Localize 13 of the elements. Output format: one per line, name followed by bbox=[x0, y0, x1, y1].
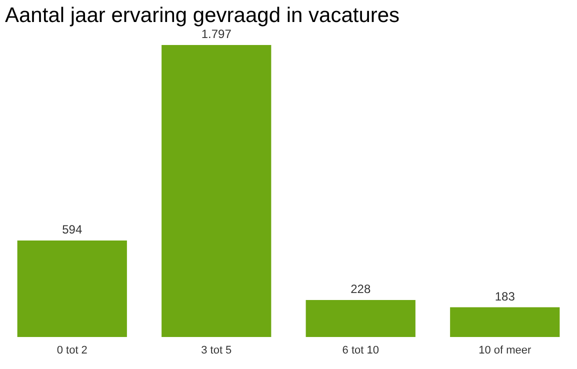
data-label: 1.797 bbox=[201, 27, 232, 41]
bar bbox=[162, 45, 272, 337]
x-tick-label: 3 tot 5 bbox=[201, 344, 232, 356]
x-tick-label: 0 tot 2 bbox=[56, 344, 88, 356]
data-label: 594 bbox=[62, 222, 82, 236]
x-tick-label: 6 tot 10 bbox=[342, 344, 379, 356]
data-label: 228 bbox=[350, 282, 371, 296]
chart-title: Aantal jaar ervaring gevraagd in vacatures bbox=[5, 4, 400, 27]
bar bbox=[306, 300, 416, 337]
bar bbox=[17, 240, 127, 337]
data-label: 183 bbox=[494, 289, 516, 304]
bar bbox=[450, 307, 560, 337]
x-tick-label: 10 of meer bbox=[478, 344, 532, 356]
